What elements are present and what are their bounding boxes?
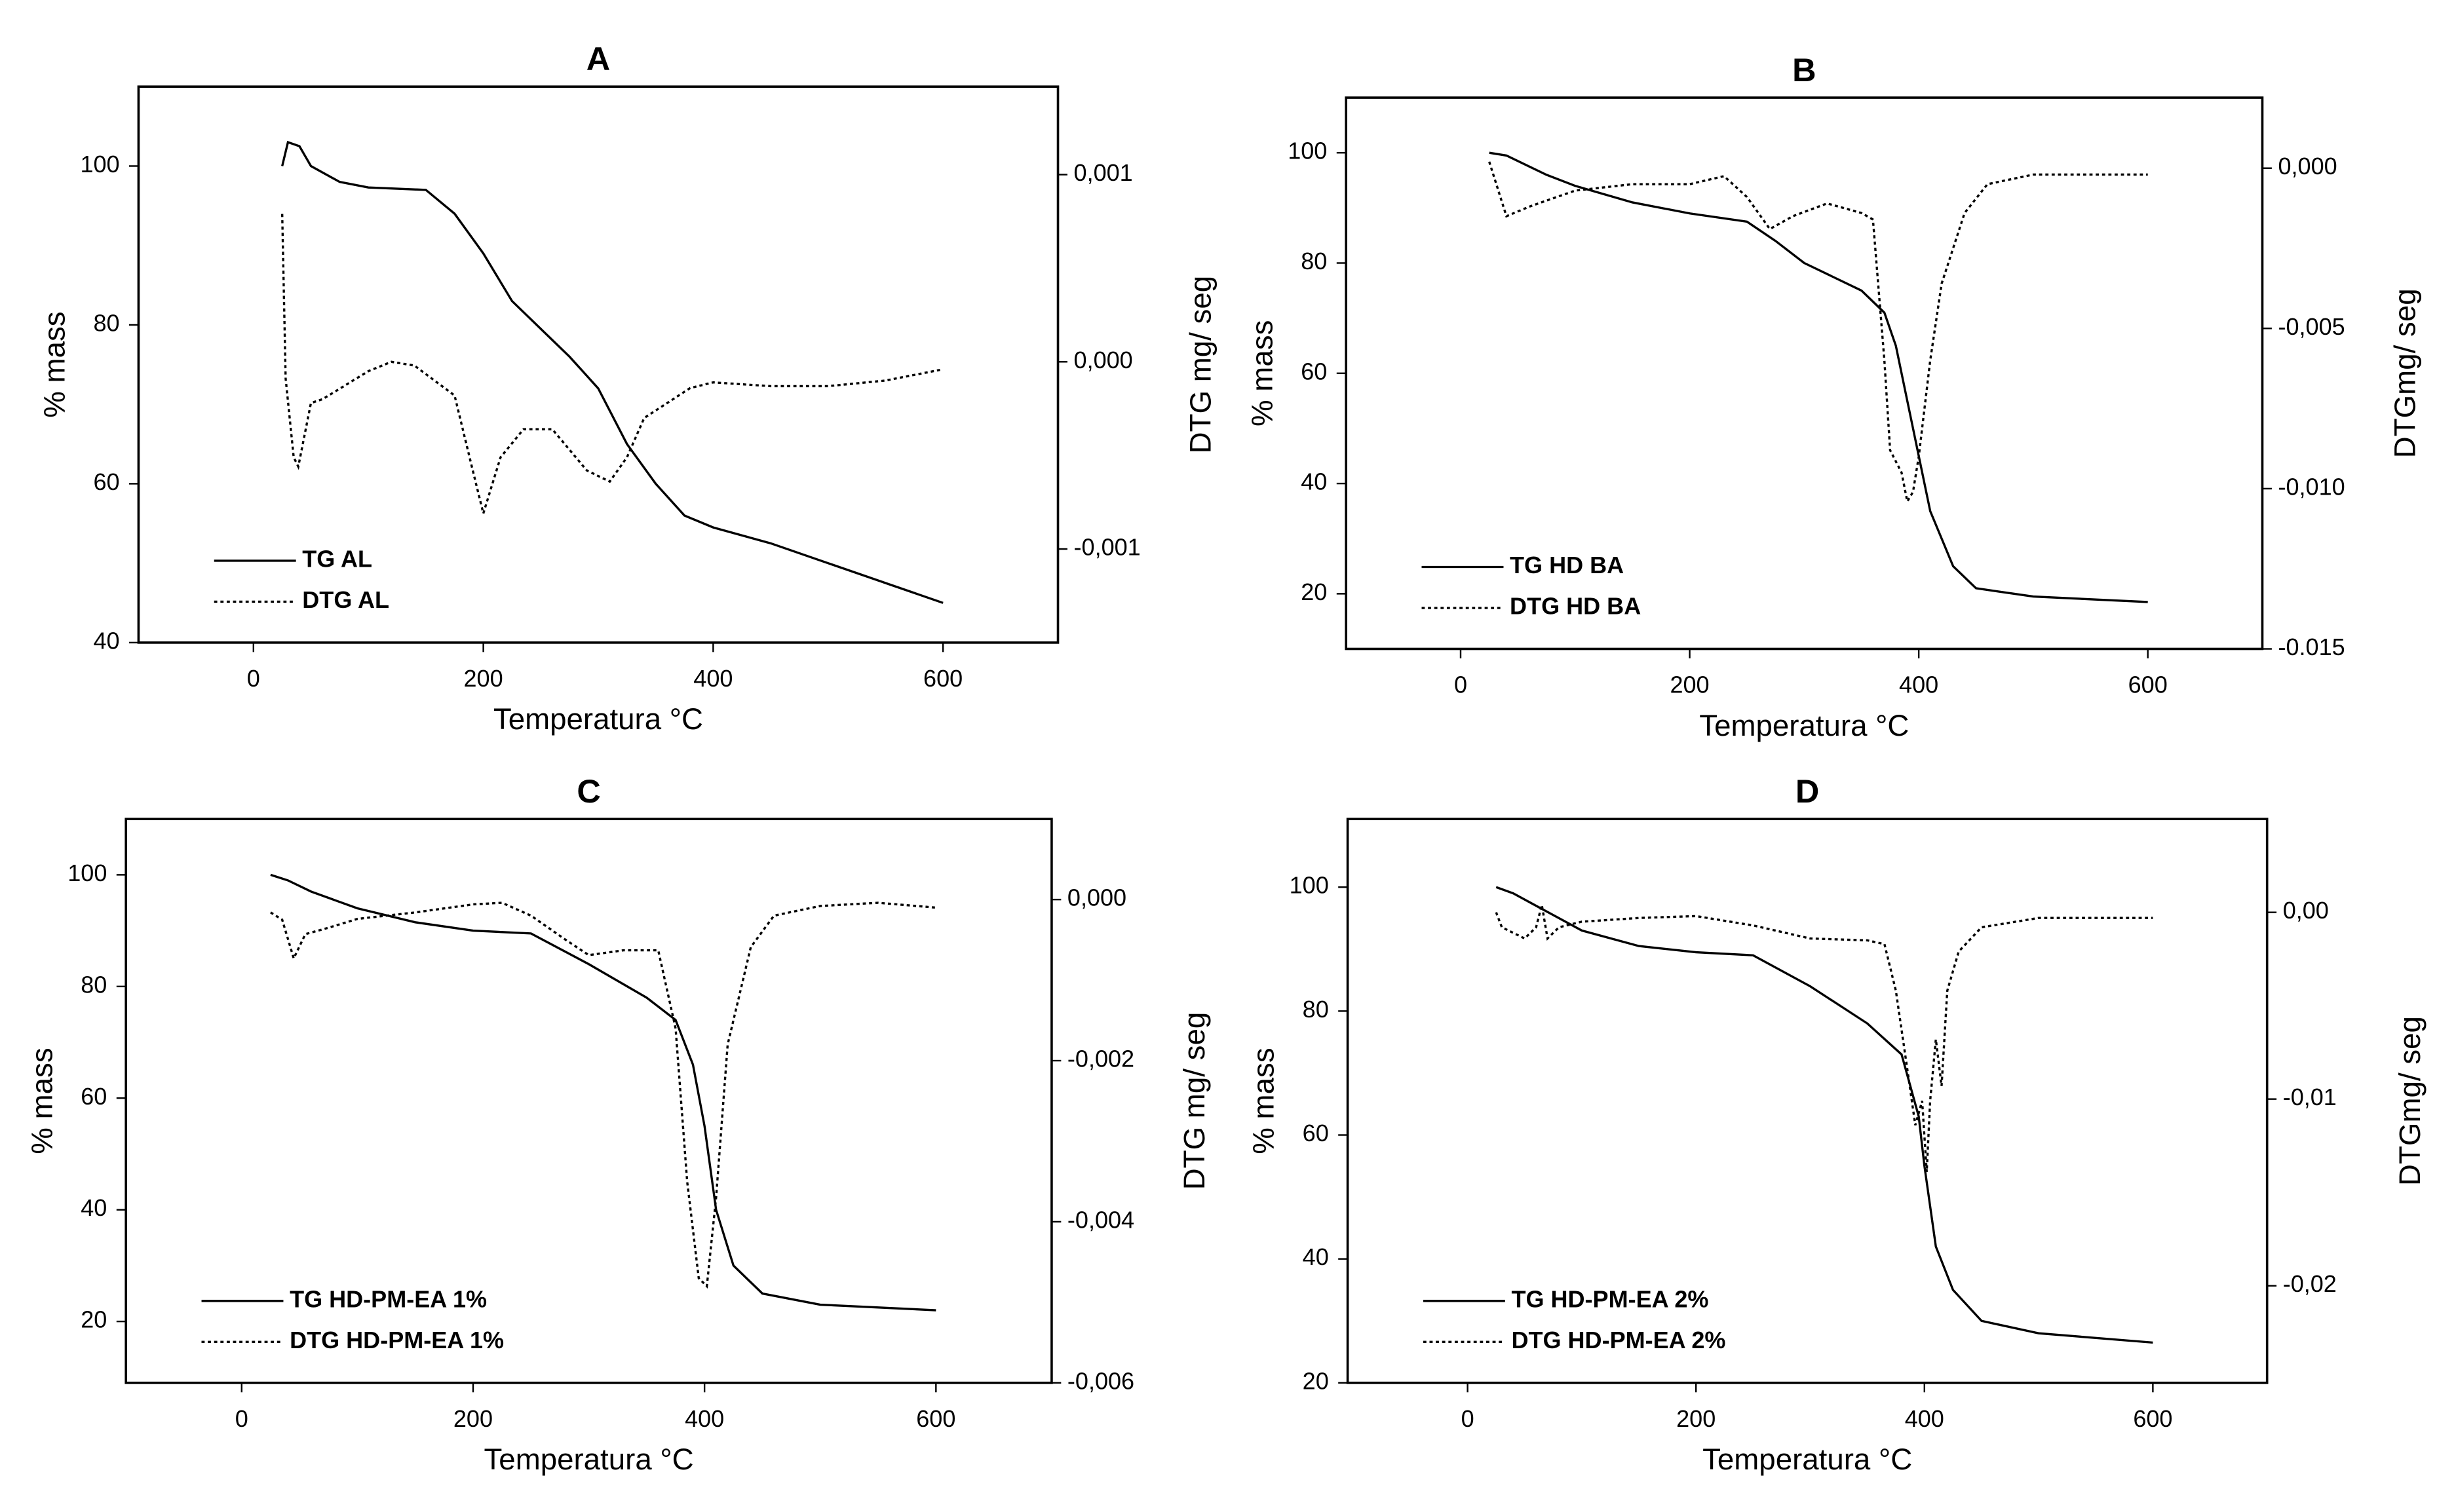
y-axis-label: % mass <box>1245 320 1278 426</box>
x-tick-label: 400 <box>685 1405 724 1432</box>
y-tick-label: 80 <box>1301 248 1327 274</box>
chart-title: C <box>577 772 600 810</box>
y-tick-label: 80 <box>81 971 107 998</box>
y2-tick-label: -0,02 <box>2283 1270 2337 1297</box>
y2-tick-label: -0,010 <box>2278 473 2345 500</box>
y2-tick-label: -0.015 <box>2278 633 2345 660</box>
x-tick-label: 200 <box>1670 671 1709 698</box>
plot-frame <box>137 85 1060 644</box>
y-tick-label: 100 <box>67 860 107 886</box>
y-tick-label: 100 <box>1288 138 1327 164</box>
plot-frame <box>1346 818 2269 1384</box>
y-tick-label: 60 <box>1301 358 1327 385</box>
legend-label: TG HD-PM-EA 2% <box>1511 1285 1708 1312</box>
x-tick-label: 0 <box>1454 671 1467 698</box>
plot-frame <box>125 818 1053 1384</box>
y2-axis-label: DTGmg/ seg <box>2389 288 2422 458</box>
x-tick-label: 200 <box>464 665 503 692</box>
y-tick-label: 80 <box>93 309 119 336</box>
y-tick-label: 60 <box>93 468 119 495</box>
chart-title: A <box>586 40 610 77</box>
x-tick-label: 200 <box>1676 1405 1716 1432</box>
series-line <box>1495 904 2153 1172</box>
series-line <box>280 214 944 518</box>
y-tick-label: 20 <box>81 1306 107 1333</box>
y2-tick-label: -0,006 <box>1067 1367 1134 1394</box>
y-tick-label: 100 <box>1290 872 1329 899</box>
x-tick-label: 600 <box>923 665 963 692</box>
y-axis-label: % mass <box>25 1048 58 1154</box>
y2-tick-label: -0,002 <box>1067 1046 1134 1072</box>
x-axis-label: Temperatura °C <box>484 1443 694 1476</box>
y2-tick-label: -0,001 <box>1074 534 1141 561</box>
plot-frame <box>1345 96 2264 651</box>
y2-tick-label: 0,00 <box>2283 897 2329 924</box>
y2-tick-label: 0,001 <box>1074 159 1133 186</box>
chart-title: B <box>1792 51 1816 88</box>
legend-label: TG HD-PM-EA 1% <box>290 1285 487 1312</box>
x-tick-label: 400 <box>1905 1405 1944 1432</box>
y-tick-label: 40 <box>1303 1243 1329 1270</box>
x-tick-label: 400 <box>1899 671 1938 698</box>
x-tick-label: 600 <box>2133 1405 2172 1432</box>
y2-axis-label: DTGmg/ seg <box>2393 1016 2427 1186</box>
y-tick-label: 100 <box>80 151 119 178</box>
y-tick-label: 20 <box>1303 1367 1329 1394</box>
x-tick-label: 600 <box>916 1405 955 1432</box>
series-line <box>270 873 936 1312</box>
y2-axis-label: DTG mg/ seg <box>1184 276 1218 454</box>
y-tick-label: 60 <box>1303 1120 1329 1146</box>
chart-title: D <box>1795 772 1819 810</box>
series-line <box>1495 886 2153 1344</box>
x-axis-label: Temperatura °C <box>493 702 703 736</box>
legend-label: TG AL <box>302 545 372 572</box>
y2-tick-label: -0,01 <box>2283 1084 2337 1110</box>
y-tick-label: 40 <box>93 627 119 654</box>
x-tick-label: 0 <box>247 665 260 692</box>
y2-axis-label: DTG mg/ seg <box>1178 1012 1211 1190</box>
x-tick-label: 600 <box>2128 671 2168 698</box>
legend-label: TG HD BA <box>1510 552 1624 578</box>
series-line <box>281 140 944 604</box>
y2-tick-label: -0,005 <box>2278 313 2345 340</box>
x-tick-label: 200 <box>453 1405 493 1432</box>
y-tick-label: 80 <box>1303 996 1329 1023</box>
y2-tick-label: 0,000 <box>1067 884 1126 911</box>
x-tick-label: 400 <box>693 665 733 692</box>
series-line <box>1488 161 2148 505</box>
y2-tick-label: 0,000 <box>1074 347 1133 373</box>
y-axis-label: % mass <box>38 311 71 417</box>
x-tick-label: 0 <box>235 1405 248 1432</box>
series-line <box>1489 151 2148 603</box>
legend-label: DTG HD-PM-EA 2% <box>1511 1327 1725 1353</box>
x-axis-label: Temperatura °C <box>1702 1443 1912 1476</box>
legend-label: DTG HD BA <box>1510 593 1641 620</box>
y-tick-label: 60 <box>81 1083 107 1110</box>
x-axis-label: Temperatura °C <box>1699 709 1909 742</box>
legend-label: DTG AL <box>302 586 389 613</box>
series-line <box>270 901 936 1289</box>
x-tick-label: 0 <box>1461 1405 1474 1432</box>
y-tick-label: 40 <box>1301 468 1327 495</box>
y-tick-label: 40 <box>81 1194 107 1221</box>
y2-tick-label: -0,004 <box>1067 1206 1134 1233</box>
y2-tick-label: 0,000 <box>2278 153 2337 180</box>
y-axis-label: % mass <box>1247 1048 1280 1154</box>
y-tick-label: 20 <box>1301 578 1327 605</box>
legend-label: DTG HD-PM-EA 1% <box>290 1327 504 1353</box>
